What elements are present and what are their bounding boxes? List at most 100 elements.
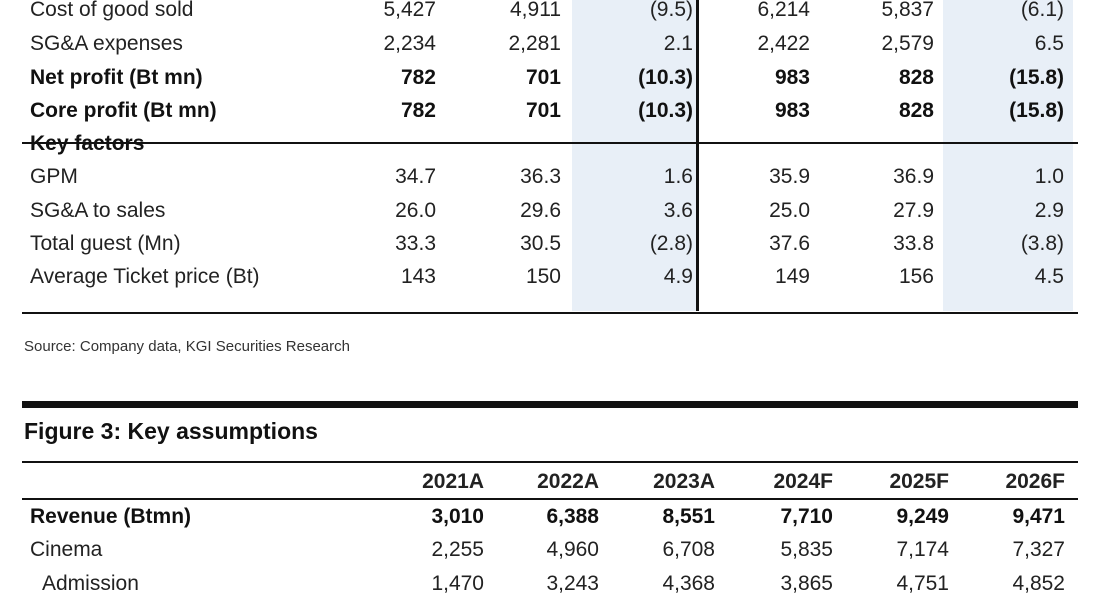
column-header: 2021A — [422, 470, 484, 493]
row-value: 33.8 — [893, 232, 934, 255]
row-value: 828 — [898, 99, 934, 122]
row-label: GPM — [30, 165, 78, 188]
figure3-header-rule — [22, 498, 1078, 500]
row-value: 9,249 — [896, 505, 949, 528]
table-row: Admission 1,470 3,243 4,368 3,865 4,751 4,852 — [22, 567, 1078, 600]
row-value: 150 — [525, 265, 561, 288]
row-label: Total guest (Mn) — [30, 232, 181, 255]
table-row: SG&A expenses 2,234 2,281 2.1 2,422 2,579 6.5 — [22, 27, 1078, 60]
row-value: 2,281 — [508, 32, 561, 55]
row-value: 2,422 — [757, 32, 810, 55]
row-label: Net profit (Bt mn) — [30, 66, 203, 89]
row-value: 7,327 — [1012, 538, 1065, 561]
row-value: 3,243 — [546, 572, 599, 595]
row-value: (2.8) — [649, 232, 693, 255]
column-header: 2022A — [537, 470, 599, 493]
row-value: (10.3) — [638, 99, 693, 122]
figure3-title-rule — [22, 461, 1078, 463]
row-label: Average Ticket price (Bt) — [30, 265, 260, 288]
row-value: 36.9 — [893, 165, 934, 188]
row-value: 5,835 — [780, 538, 833, 561]
column-header: 2026F — [1005, 470, 1065, 493]
table-row: SG&A to sales 26.0 29.6 3.6 25.0 27.9 2.9 — [22, 194, 1078, 227]
row-value: 782 — [400, 66, 436, 89]
row-value: (15.8) — [1009, 99, 1064, 122]
row-label: Core profit (Bt mn) — [30, 99, 217, 122]
row-value: 143 — [400, 265, 436, 288]
row-value: 35.9 — [769, 165, 810, 188]
table-row: Net profit (Bt mn) 782 701 (10.3) 983 828 (15.… — [22, 61, 1078, 94]
row-label: SG&A to sales — [30, 199, 166, 222]
row-label: SG&A expenses — [30, 32, 183, 55]
row-value: 2,255 — [431, 538, 484, 561]
row-value: 4.9 — [663, 265, 693, 288]
row-value: 149 — [774, 265, 810, 288]
source-note: Source: Company data, KGI Securities Res… — [24, 338, 350, 355]
table-row: Key factors — [22, 127, 1078, 160]
row-value: (3.8) — [1020, 232, 1064, 255]
row-value: 3.6 — [663, 199, 693, 222]
row-value: (15.8) — [1009, 66, 1064, 89]
row-value: 4,911 — [510, 0, 561, 21]
row-value: 2,579 — [881, 32, 934, 55]
column-header: 2025F — [889, 470, 949, 493]
row-value: 2.1 — [663, 32, 693, 55]
row-value: 27.9 — [893, 199, 934, 222]
table-row: Cinema 2,255 4,960 6,708 5,835 7,174 7,327 — [22, 533, 1078, 566]
row-value: 4,852 — [1012, 572, 1065, 595]
row-value: 782 — [400, 99, 436, 122]
table-row: Cost of good sold 5,427 4,911 (9.5) 6,214 5,8… — [22, 0, 1078, 26]
row-value: 5,427 — [383, 0, 436, 21]
row-value: 8,551 — [662, 505, 715, 528]
column-header: 2023A — [653, 470, 715, 493]
row-value: 7,174 — [896, 538, 949, 561]
row-value: 4,751 — [896, 572, 949, 595]
figure3-title: Figure 3: Key assumptions — [24, 418, 318, 444]
row-value: 30.5 — [520, 232, 561, 255]
table1-rule-top — [22, 142, 1078, 144]
row-value: 25.0 — [769, 199, 810, 222]
table1-vertical-divider — [696, 0, 699, 311]
row-value: 33.3 — [395, 232, 436, 255]
row-value: 6,388 — [546, 505, 599, 528]
table-row: Average Ticket price (Bt) 143 150 4.9 149 156… — [22, 260, 1078, 293]
row-value: 37.6 — [769, 232, 810, 255]
row-value: 156 — [898, 265, 934, 288]
row-value: 1.0 — [1034, 165, 1064, 188]
row-value: 9,471 — [1012, 505, 1065, 528]
row-value: (6.1) — [1020, 0, 1064, 21]
row-value: 6,214 — [757, 0, 810, 21]
row-value: 983 — [774, 66, 810, 89]
row-value: 3,010 — [431, 505, 484, 528]
row-value: 2.9 — [1034, 199, 1064, 222]
change-column-shade-2 — [943, 0, 1073, 311]
row-value: 29.6 — [520, 199, 561, 222]
figure3-header-row: 2021A 2022A 2023A 2024F 2025F 2026F — [22, 465, 1078, 498]
row-value: 701 — [525, 66, 561, 89]
row-value: 1.6 — [663, 165, 693, 188]
row-value: 4,368 — [662, 572, 715, 595]
row-value: 4.5 — [1034, 265, 1064, 288]
row-value: 26.0 — [395, 199, 436, 222]
change-column-shade-1 — [572, 0, 696, 311]
row-value: 828 — [898, 66, 934, 89]
row-label: Cinema — [30, 538, 103, 561]
row-value: 36.3 — [520, 165, 561, 188]
row-value: 701 — [525, 99, 561, 122]
row-value: 6.5 — [1034, 32, 1064, 55]
figure3-top-rule — [22, 401, 1078, 408]
table-row: Total guest (Mn) 33.3 30.5 (2.8) 37.6 33.8 (3.… — [22, 227, 1078, 260]
row-label: Admission — [42, 572, 139, 595]
row-value: 2,234 — [383, 32, 436, 55]
row-value: 6,708 — [662, 538, 715, 561]
row-value: 34.7 — [395, 165, 436, 188]
row-value: 1,470 — [431, 572, 484, 595]
row-label: Revenue (Btmn) — [30, 505, 192, 528]
row-value: 3,865 — [780, 572, 833, 595]
row-value: 5,837 — [881, 0, 934, 21]
column-header: 2024F — [773, 470, 833, 493]
table-row: Revenue (Btmn) 3,010 6,388 8,551 7,710 9,249 9… — [22, 500, 1078, 533]
row-label: Key factors — [30, 132, 145, 155]
table1-rule-bottom — [22, 312, 1078, 314]
row-value: 983 — [774, 99, 810, 122]
